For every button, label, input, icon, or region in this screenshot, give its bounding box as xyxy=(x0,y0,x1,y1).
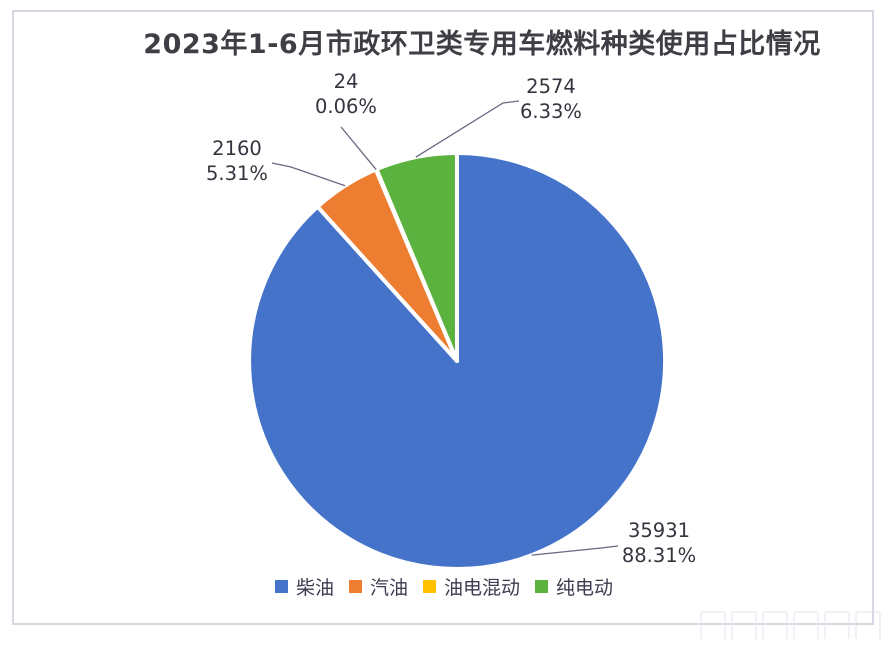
legend-swatch-icon xyxy=(348,580,362,593)
electric-value: 2574 xyxy=(526,75,576,98)
data-label-hybrid: 24 0.06% xyxy=(300,69,392,119)
data-label-diesel: 35931 88.31% xyxy=(611,518,707,568)
electric-percent: 6.33% xyxy=(520,100,582,123)
gasoline-percent: 5.31% xyxy=(206,162,268,185)
leader-line-2 xyxy=(271,162,346,187)
hybrid-value: 24 xyxy=(333,70,359,93)
gasoline-value: 2160 xyxy=(212,137,262,160)
diesel-percent: 88.31% xyxy=(621,544,697,567)
data-label-gasoline: 2160 5.31% xyxy=(192,136,282,186)
chart-legend: 柴油 汽油 油电混动 纯电动 xyxy=(0,573,888,600)
leader-line-4 xyxy=(415,100,520,158)
legend-swatch-icon xyxy=(423,580,436,593)
legend-item-3: 油电混动 xyxy=(423,573,520,600)
legend-item-2: 汽油 xyxy=(348,573,408,600)
legend-item-4: 纯电动 xyxy=(535,573,613,600)
legend-swatch-icon xyxy=(274,580,288,593)
leader-line-3 xyxy=(340,126,377,170)
legend-item-1: 柴油 xyxy=(274,573,334,600)
legend-label: 汽油 xyxy=(369,577,408,599)
legend-label: 柴油 xyxy=(295,577,334,599)
legend-swatch-icon xyxy=(535,580,549,593)
data-label-electric: 2574 6.33% xyxy=(505,74,597,124)
diesel-value: 35931 xyxy=(627,519,691,542)
leader-line-1 xyxy=(531,545,619,556)
legend-label: 油电混动 xyxy=(444,577,521,599)
legend-label: 纯电动 xyxy=(556,577,614,599)
chart-title: 2023年1-6月市政环卫类专用车燃料种类使用占比情况 xyxy=(143,29,821,60)
hybrid-percent: 0.06% xyxy=(315,95,377,118)
